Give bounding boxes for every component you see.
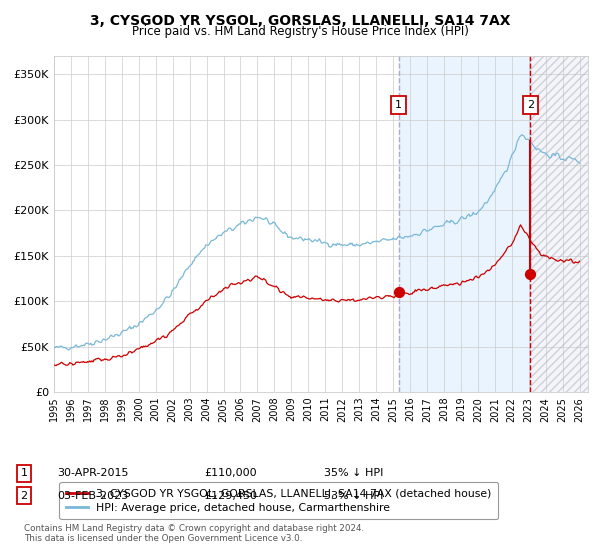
Text: 2: 2 [20, 491, 28, 501]
Text: 2: 2 [527, 100, 534, 110]
Point [394, 288, 403, 297]
Text: 30-APR-2015: 30-APR-2015 [57, 468, 128, 478]
Text: 35% ↓ HPI: 35% ↓ HPI [324, 468, 383, 478]
Text: 1: 1 [395, 100, 402, 110]
Text: Contains HM Land Registry data © Crown copyright and database right 2024.
This d: Contains HM Land Registry data © Crown c… [24, 524, 364, 543]
Bar [530, 56, 600, 392]
Text: Price paid vs. HM Land Registry's House Price Index (HPI): Price paid vs. HM Land Registry's House … [131, 25, 469, 38]
Bar [530, 56, 600, 392]
Point [526, 270, 535, 279]
Text: £110,000: £110,000 [204, 468, 257, 478]
Text: 3, CYSGOD YR YSGOL, GORSLAS, LLANELLI, SA14 7AX: 3, CYSGOD YR YSGOL, GORSLAS, LLANELLI, S… [90, 14, 510, 28]
Text: 53% ↓ HPI: 53% ↓ HPI [324, 491, 383, 501]
Bar [398, 56, 530, 392]
Text: 03-FEB-2023: 03-FEB-2023 [57, 491, 128, 501]
Text: 1: 1 [20, 468, 28, 478]
Text: £129,450: £129,450 [204, 491, 257, 501]
Legend: 3, CYSGOD YR YSGOL, GORSLAS, LLANELLI, SA14 7AX (detached house), HPI: Average p: 3, CYSGOD YR YSGOL, GORSLAS, LLANELLI, S… [59, 482, 498, 519]
